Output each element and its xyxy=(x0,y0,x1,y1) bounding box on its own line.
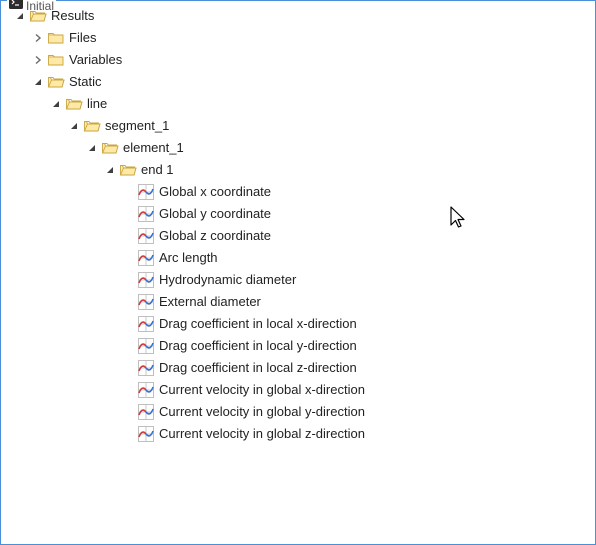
tree-item[interactable]: Global x coordinate xyxy=(1,181,595,203)
tree-view: Results Files Variables Static line segm… xyxy=(1,5,595,445)
signal-icon xyxy=(137,315,155,333)
signal-icon xyxy=(137,227,155,245)
tree-item[interactable]: Current velocity in global x-direction xyxy=(1,379,595,401)
signal-icon xyxy=(137,271,155,289)
tree-item-label: Global z coordinate xyxy=(159,225,271,247)
chevron-down-icon[interactable] xyxy=(103,163,117,177)
folder-open-icon xyxy=(65,95,83,113)
tree-item-label: Current velocity in global x-direction xyxy=(159,379,365,401)
tree-item-label: Current velocity in global z-direction xyxy=(159,423,365,445)
tree-item-label: Global y coordinate xyxy=(159,203,271,225)
folder-icon xyxy=(47,51,65,69)
tree-item-label: External diameter xyxy=(159,291,261,313)
tree-item-label: end 1 xyxy=(141,159,174,181)
signal-icon xyxy=(137,293,155,311)
tree-item-label: Global x coordinate xyxy=(159,181,271,203)
tree-item[interactable]: Files xyxy=(1,27,595,49)
folder-open-icon xyxy=(101,139,119,157)
tree-item[interactable]: Global y coordinate xyxy=(1,203,595,225)
tree-item[interactable]: Results xyxy=(1,5,595,27)
tree-item[interactable]: External diameter xyxy=(1,291,595,313)
tree-item[interactable]: Global z coordinate xyxy=(1,225,595,247)
chevron-right-icon[interactable] xyxy=(31,53,45,67)
folder-icon xyxy=(47,29,65,47)
tree-item-label: Variables xyxy=(69,49,122,71)
tree-item-label: Hydrodynamic diameter xyxy=(159,269,296,291)
tree-item-label: segment_1 xyxy=(105,115,169,137)
tree-item[interactable]: Drag coefficient in local x-direction xyxy=(1,313,595,335)
signal-icon xyxy=(137,403,155,421)
signal-icon xyxy=(137,425,155,443)
terminal-icon xyxy=(9,0,23,10)
signal-icon xyxy=(137,249,155,267)
tree-item-label: Arc length xyxy=(159,247,218,269)
tree-item-label: Files xyxy=(69,27,96,49)
tree-item[interactable]: Variables xyxy=(1,49,595,71)
folder-open-icon xyxy=(83,117,101,135)
tree-item[interactable]: line xyxy=(1,93,595,115)
tree-item-label: element_1 xyxy=(123,137,184,159)
chevron-down-icon[interactable] xyxy=(67,119,81,133)
signal-icon xyxy=(137,359,155,377)
tree-item[interactable]: Drag coefficient in local y-direction xyxy=(1,335,595,357)
clipped-node-initial[interactable]: Initial xyxy=(7,0,56,10)
tree-item[interactable]: element_1 xyxy=(1,137,595,159)
signal-icon xyxy=(137,205,155,223)
tree-item[interactable]: segment_1 xyxy=(1,115,595,137)
tree-item[interactable]: Hydrodynamic diameter xyxy=(1,269,595,291)
chevron-down-icon[interactable] xyxy=(49,97,63,111)
clipped-node-label: Initial xyxy=(26,2,54,10)
tree-item[interactable]: Drag coefficient in local z-direction xyxy=(1,357,595,379)
tree-item-label: Results xyxy=(51,5,94,27)
chevron-down-icon[interactable] xyxy=(13,9,27,23)
signal-icon xyxy=(137,183,155,201)
tree-item[interactable]: Arc length xyxy=(1,247,595,269)
folder-open-icon xyxy=(47,73,65,91)
tree-panel: Initial Results Files Variables Static xyxy=(0,0,596,545)
tree-item[interactable]: Current velocity in global y-direction xyxy=(1,401,595,423)
chevron-down-icon[interactable] xyxy=(31,75,45,89)
tree-item[interactable]: Current velocity in global z-direction xyxy=(1,423,595,445)
folder-open-icon xyxy=(119,161,137,179)
signal-icon xyxy=(137,381,155,399)
tree-item[interactable]: end 1 xyxy=(1,159,595,181)
tree-item[interactable]: Static xyxy=(1,71,595,93)
tree-item-label: line xyxy=(87,93,107,115)
signal-icon xyxy=(137,337,155,355)
tree-item-label: Drag coefficient in local z-direction xyxy=(159,357,357,379)
chevron-down-icon[interactable] xyxy=(85,141,99,155)
tree-item-label: Drag coefficient in local y-direction xyxy=(159,335,357,357)
tree-item-label: Drag coefficient in local x-direction xyxy=(159,313,357,335)
tree-item-label: Static xyxy=(69,71,102,93)
tree-item-label: Current velocity in global y-direction xyxy=(159,401,365,423)
chevron-right-icon[interactable] xyxy=(31,31,45,45)
